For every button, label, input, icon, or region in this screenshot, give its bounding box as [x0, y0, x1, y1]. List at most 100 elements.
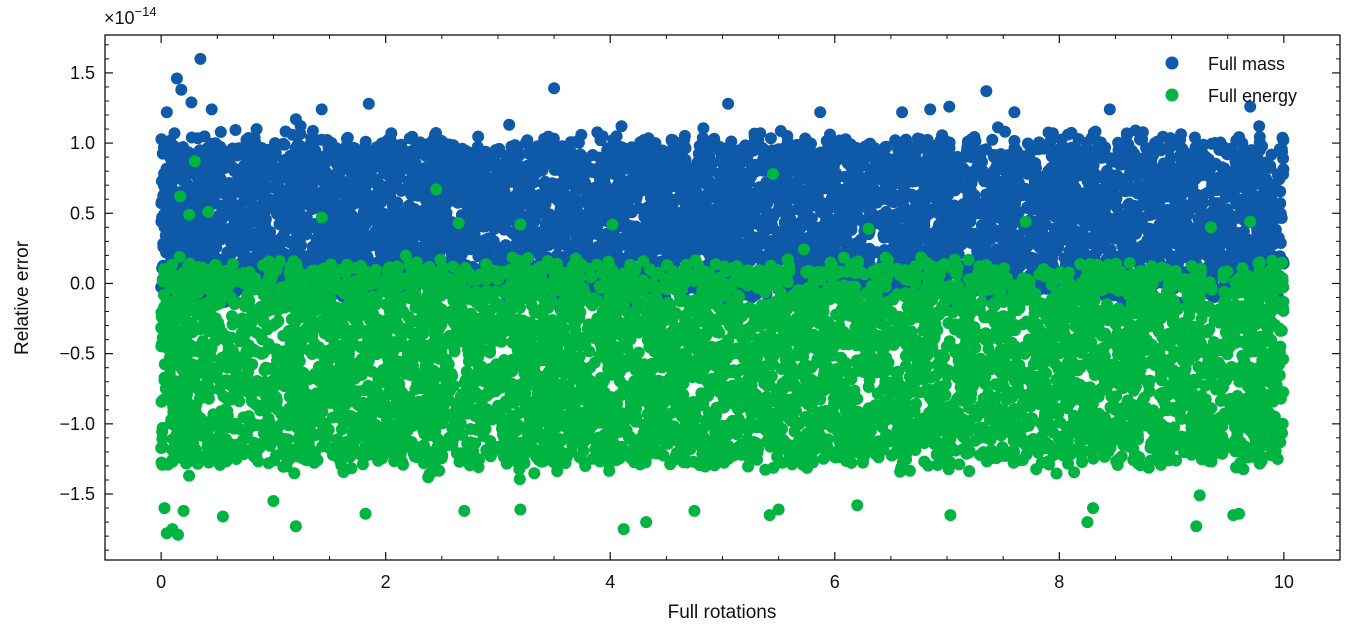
data-point	[593, 151, 606, 164]
data-point	[751, 247, 764, 260]
data-point	[843, 189, 855, 202]
data-point	[235, 207, 248, 220]
data-point	[632, 202, 645, 214]
data-point	[435, 158, 448, 171]
data-point	[1022, 161, 1035, 174]
data-point	[805, 175, 818, 188]
data-point	[1005, 247, 1018, 260]
data-point	[472, 212, 485, 225]
data-point	[247, 199, 260, 212]
data-point	[525, 165, 538, 178]
data-point	[552, 195, 565, 207]
data-point	[1042, 246, 1055, 259]
data-point	[1074, 213, 1087, 226]
data-point	[1220, 180, 1233, 193]
data-point	[523, 185, 536, 198]
data-point	[1009, 197, 1022, 210]
data-point	[790, 228, 803, 241]
data-point	[319, 170, 332, 183]
data-point	[298, 156, 311, 169]
data-point	[1241, 197, 1254, 210]
data-point	[536, 236, 549, 248]
data-point	[745, 169, 758, 182]
data-point	[246, 255, 259, 268]
data-point	[1044, 180, 1057, 192]
data-point	[646, 222, 659, 235]
data-point	[1265, 192, 1278, 205]
data-point	[221, 190, 234, 202]
data-point	[697, 196, 710, 209]
data-point	[575, 226, 588, 238]
data-point	[1160, 160, 1173, 173]
data-point	[918, 219, 931, 232]
data-point	[528, 176, 541, 189]
data-point	[949, 202, 962, 214]
data-point	[699, 234, 712, 247]
data-point	[1208, 199, 1221, 212]
data-point	[547, 177, 560, 190]
data-point	[685, 189, 698, 202]
data-point	[1191, 202, 1204, 215]
data-point	[227, 163, 240, 176]
data-point	[990, 243, 1003, 256]
data-point	[800, 191, 813, 203]
data-point	[1087, 173, 1100, 186]
data-point	[1180, 179, 1192, 191]
data-point	[284, 187, 296, 200]
data-point	[1199, 167, 1212, 180]
data-point	[648, 240, 661, 253]
data-point	[816, 179, 829, 192]
data-point	[1127, 181, 1139, 194]
data-point	[359, 185, 372, 198]
data-point	[392, 216, 405, 229]
data-point	[876, 174, 889, 186]
data-point	[661, 205, 674, 217]
data-point	[649, 160, 661, 173]
data-point	[1034, 206, 1047, 218]
data-point	[759, 156, 772, 169]
data-point	[331, 169, 344, 182]
data-point	[879, 224, 892, 237]
data-point	[259, 213, 272, 226]
data-point	[1252, 199, 1265, 212]
data-point	[1033, 188, 1046, 201]
points-layer	[155, 52, 1290, 541]
data-point	[1176, 242, 1189, 255]
data-point	[445, 170, 458, 183]
data-point	[820, 246, 832, 259]
data-point	[423, 197, 436, 210]
data-point	[540, 192, 553, 205]
data-point	[926, 155, 939, 168]
data-point	[1090, 183, 1103, 196]
data-point	[1174, 204, 1187, 216]
data-point	[632, 186, 645, 199]
data-point	[202, 237, 215, 250]
data-point	[370, 160, 383, 173]
data-point	[425, 165, 438, 178]
data-point	[718, 243, 731, 256]
data-point	[1142, 226, 1155, 239]
data-point	[1187, 189, 1200, 202]
data-point	[1212, 171, 1224, 184]
data-point	[663, 174, 676, 187]
data-point	[1264, 161, 1277, 174]
data-point	[306, 183, 318, 196]
data-point	[233, 238, 246, 251]
data-point	[710, 186, 723, 199]
data-point	[463, 193, 476, 206]
data-point	[872, 213, 884, 226]
data-point	[757, 237, 770, 250]
data-point	[351, 220, 364, 232]
data-point	[334, 218, 347, 231]
data-point	[401, 203, 414, 216]
data-point	[318, 187, 331, 200]
data-point	[288, 156, 301, 169]
data-point	[584, 213, 597, 226]
data-point	[643, 174, 656, 187]
data-point	[936, 211, 948, 224]
data-point	[667, 216, 680, 229]
data-point	[1126, 212, 1139, 225]
data-point	[499, 239, 512, 252]
data-point	[1048, 230, 1061, 243]
data-point	[838, 212, 851, 225]
